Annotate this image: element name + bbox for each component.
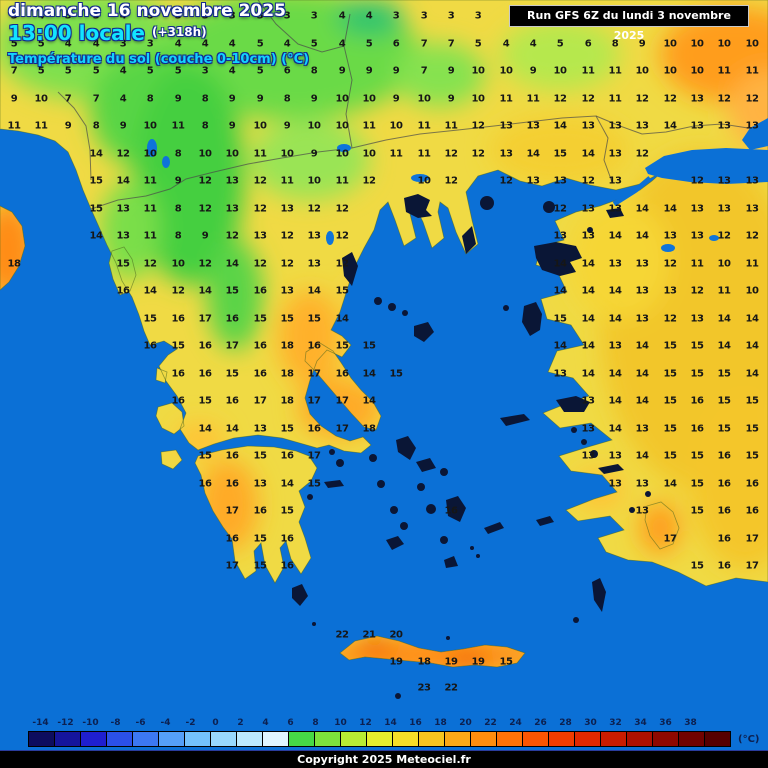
legend-tick-label: 8 (312, 718, 319, 728)
legend-cell (575, 732, 601, 746)
legend-cell (627, 732, 653, 746)
legend-tick-label: 22 (484, 718, 497, 728)
legend-tick-label: 38 (684, 718, 697, 728)
legend-cell (471, 732, 497, 746)
legend-cell (601, 732, 627, 746)
forecast-header: dimanche 16 novembre 2025 13:00 locale (+… (8, 1, 310, 67)
legend-cell (315, 732, 341, 746)
copyright-text: Copyright 2025 Meteociel.fr (297, 753, 471, 766)
legend-tick-label: 28 (559, 718, 572, 728)
copyright-bar: Copyright 2025 Meteociel.fr (0, 750, 768, 768)
legend-tick-label: 30 (584, 718, 597, 728)
legend-cell (653, 732, 679, 746)
legend-tick-label: 36 (659, 718, 672, 728)
legend-cell (185, 732, 211, 746)
legend-tick-label: -10 (82, 718, 99, 728)
legend-tick-label: 14 (384, 718, 397, 728)
legend-tick-label: 26 (534, 718, 547, 728)
legend-cell (29, 732, 55, 746)
forecast-offset: (+318h) (152, 24, 207, 39)
legend-cell (705, 732, 730, 746)
legend-cell (679, 732, 705, 746)
legend-cell (263, 732, 289, 746)
legend-tick-label: -12 (57, 718, 74, 728)
map-subtitle: Température du sol (couche 0-10cm) (°C) (8, 51, 310, 67)
legend-cell (419, 732, 445, 746)
legend-cell (237, 732, 263, 746)
legend-tick-label: 16 (409, 718, 422, 728)
legend-cell (159, 732, 185, 746)
legend-cell (445, 732, 471, 746)
legend-tick-label: 18 (434, 718, 447, 728)
legend-tick-label: 32 (609, 718, 622, 728)
legend-tick-label: 12 (359, 718, 372, 728)
legend-cell (211, 732, 237, 746)
marmara-sea (612, 118, 768, 207)
legend-tick-label: 10 (334, 718, 347, 728)
legend-cell (523, 732, 549, 746)
legend-tick-label: 24 (509, 718, 522, 728)
legend-tick-label: -14 (32, 718, 49, 728)
legend-cell (55, 732, 81, 746)
legend-cell (497, 732, 523, 746)
legend-cell (367, 732, 393, 746)
legend-colorbar (28, 731, 731, 747)
dark-islands (292, 194, 651, 699)
country-borders (57, 0, 768, 210)
legend-unit: (°C) (738, 733, 760, 745)
legend-cell (549, 732, 575, 746)
legend-cell (393, 732, 419, 746)
forecast-time: 13:00 locale (8, 20, 145, 45)
legend-tick-label: -6 (135, 718, 146, 728)
legend-labels: -14 -12 -10 -8 -6 -4 -2 0 2 4 6 8 10 12 14 16 18 20 22 24 26… (28, 718, 759, 731)
legend-tick-label: -4 (160, 718, 171, 728)
legend-cell (81, 732, 107, 746)
legend-cell (289, 732, 315, 746)
legend-tick-label: 0 (212, 718, 219, 728)
legend-tick-label: 4 (262, 718, 269, 728)
legend-tick-label: 20 (459, 718, 472, 728)
legend-tick-label: 34 (634, 718, 647, 728)
legend-tick-label: -2 (185, 718, 196, 728)
legend-cell (341, 732, 367, 746)
temperature-legend: -14 -12 -10 -8 -6 -4 -2 0 2 4 6 8 10 12 14 16 18 20 22 24 26… (28, 718, 759, 747)
legend-tick-label: 6 (287, 718, 294, 728)
forecast-date: dimanche 16 novembre 2025 (8, 1, 286, 21)
legend-tick-label: 2 (237, 718, 244, 728)
legend-tick-label: -8 (110, 718, 121, 728)
run-info-box: Run GFS 6Z du lundi 3 novembre 2025 (509, 5, 749, 42)
legend-cell (107, 732, 133, 746)
legend-cell (133, 732, 159, 746)
lakes (147, 139, 719, 252)
